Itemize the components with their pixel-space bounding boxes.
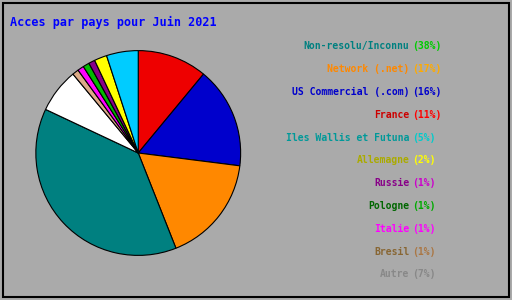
Text: US Commercial (.com): US Commercial (.com) xyxy=(292,87,410,97)
Text: (1%): (1%) xyxy=(412,247,436,256)
Wedge shape xyxy=(138,153,240,248)
Text: Acces par pays pour Juin 2021: Acces par pays pour Juin 2021 xyxy=(10,16,217,29)
Wedge shape xyxy=(83,63,138,153)
Text: Iles Wallis et Futuna: Iles Wallis et Futuna xyxy=(286,133,410,142)
Text: (16%): (16%) xyxy=(412,87,441,97)
Text: (11%): (11%) xyxy=(412,110,441,120)
Wedge shape xyxy=(73,70,138,153)
Wedge shape xyxy=(78,67,138,153)
Text: France: France xyxy=(374,110,410,120)
Text: (1%): (1%) xyxy=(412,178,436,188)
Text: (2%): (2%) xyxy=(412,155,436,165)
Text: (38%): (38%) xyxy=(412,41,441,51)
Text: (7%): (7%) xyxy=(412,269,436,279)
Wedge shape xyxy=(89,60,138,153)
Wedge shape xyxy=(138,51,203,153)
Text: Network (.net): Network (.net) xyxy=(327,64,410,74)
Wedge shape xyxy=(95,56,138,153)
Text: (5%): (5%) xyxy=(412,133,436,142)
Text: Bresil: Bresil xyxy=(374,247,410,256)
Text: Non-resolu/Inconnu: Non-resolu/Inconnu xyxy=(304,41,410,51)
Text: (1%): (1%) xyxy=(412,201,436,211)
Text: Autre: Autre xyxy=(380,269,410,279)
Text: Russie: Russie xyxy=(374,178,410,188)
Text: Pologne: Pologne xyxy=(369,201,410,211)
Text: (1%): (1%) xyxy=(412,224,436,234)
Text: Allemagne: Allemagne xyxy=(357,155,410,165)
Wedge shape xyxy=(46,74,138,153)
Wedge shape xyxy=(106,51,138,153)
Wedge shape xyxy=(36,110,176,255)
Text: (17%): (17%) xyxy=(412,64,441,74)
Wedge shape xyxy=(138,74,241,166)
Text: Italie: Italie xyxy=(374,224,410,234)
